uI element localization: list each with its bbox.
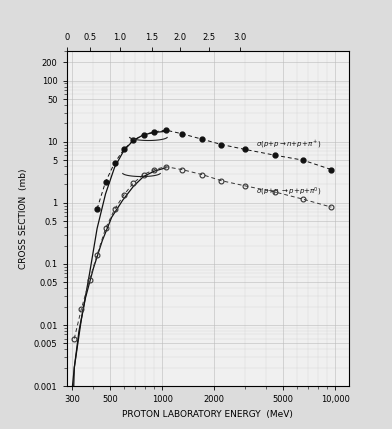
Text: $\sigma(p{+}p\ {\rightarrow}p{+}p{+}\pi^0)$: $\sigma(p{+}p\ {\rightarrow}p{+}p{+}\pi^… [256,186,322,198]
X-axis label: PROTON LABORATORY ENERGY  (MeV): PROTON LABORATORY ENERGY (MeV) [122,410,293,419]
Text: $\sigma(p{+}p{\rightarrow}n{+}p{+}\pi^+)$: $\sigma(p{+}p{\rightarrow}n{+}p{+}\pi^+)… [256,139,322,150]
Y-axis label: CROSS SECTION  (mb): CROSS SECTION (mb) [20,169,29,269]
